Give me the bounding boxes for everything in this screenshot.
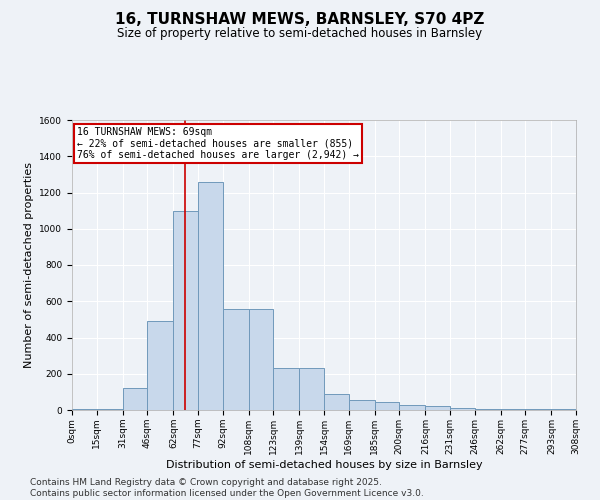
Y-axis label: Number of semi-detached properties: Number of semi-detached properties (24, 162, 34, 368)
Bar (375, 402, 399, 410)
Bar (72, 409, 97, 410)
Bar (223, 308, 249, 410)
X-axis label: Distribution of semi-detached houses by size in Barnsley: Distribution of semi-detached houses by … (166, 460, 482, 469)
Bar (249, 308, 273, 410)
Bar (198, 182, 223, 410)
Bar (525, 409, 551, 410)
Bar (450, 408, 475, 410)
Bar (299, 368, 324, 410)
Bar (273, 368, 299, 410)
Bar (97, 409, 123, 410)
Text: Size of property relative to semi-detached houses in Barnsley: Size of property relative to semi-detach… (118, 28, 482, 40)
Bar (501, 409, 525, 410)
Bar (551, 409, 576, 410)
Text: 16 TURNSHAW MEWS: 69sqm
← 22% of semi-detached houses are smaller (855)
76% of s: 16 TURNSHAW MEWS: 69sqm ← 22% of semi-de… (77, 127, 359, 160)
Bar (399, 404, 425, 410)
Bar (147, 321, 173, 410)
Bar (324, 394, 349, 410)
Bar (123, 388, 147, 410)
Bar (349, 400, 375, 410)
Bar (425, 406, 450, 410)
Bar (173, 210, 198, 410)
Bar (475, 409, 501, 410)
Text: Contains HM Land Registry data © Crown copyright and database right 2025.
Contai: Contains HM Land Registry data © Crown c… (30, 478, 424, 498)
Text: 16, TURNSHAW MEWS, BARNSLEY, S70 4PZ: 16, TURNSHAW MEWS, BARNSLEY, S70 4PZ (115, 12, 485, 28)
